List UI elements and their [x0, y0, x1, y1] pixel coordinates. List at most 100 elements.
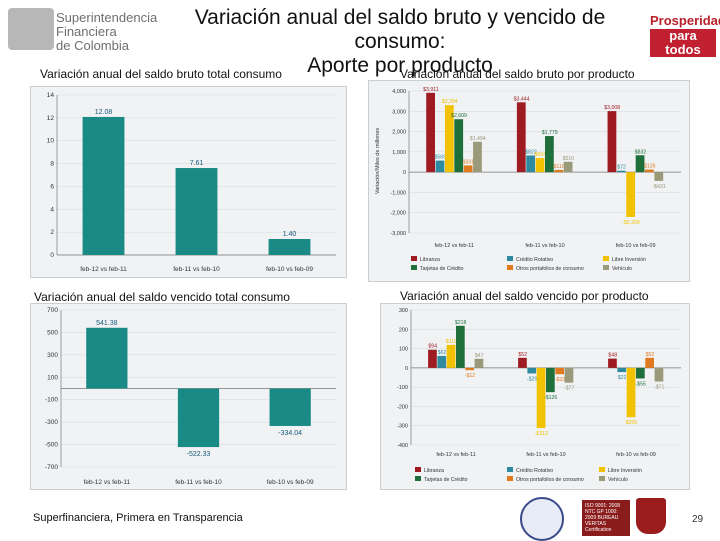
y-tick-label: -100 [397, 385, 408, 391]
legend-swatch [603, 265, 609, 270]
y-tick-label: -100 [45, 397, 58, 404]
data-label: $256 [626, 420, 638, 426]
bar [473, 141, 482, 173]
y-tick-label: 300 [47, 352, 58, 359]
bar [546, 367, 555, 393]
chart-top-left: 0 2 4 6 8 10 12 14 12.08 feb-12 vs feb-11 7.61 feb-… [30, 86, 347, 278]
data-label: $72 [617, 165, 626, 171]
chart-bottom-left: -700 -500 -300 -100 100 300 500 700 541.38 feb-12… [30, 303, 347, 490]
bar [463, 165, 473, 173]
x-tick-label: feb-12 vs feb-11 [84, 479, 131, 486]
bar [437, 355, 447, 368]
bar [563, 161, 573, 173]
bar [635, 155, 645, 173]
data-label: -334.04 [278, 430, 302, 437]
y-tick-label: 100 [399, 347, 408, 353]
data-label: $119 [446, 339, 457, 345]
data-label: 541.38 [96, 320, 118, 327]
data-label: $47 [475, 353, 484, 359]
data-label: $22 [618, 375, 627, 381]
y-axis-title: Variación/Miles de millones [375, 128, 381, 194]
bar [428, 349, 437, 368]
x-tick-label: feb-11 vs feb-10 [525, 243, 564, 249]
page-title: Variación anual del saldo bruto y vencid… [150, 6, 650, 78]
bar [435, 160, 445, 173]
y-tick-label: 200 [399, 327, 408, 333]
data-label: 12.08 [95, 109, 113, 116]
y-tick-label: 2,000 [392, 130, 406, 136]
bar [516, 102, 526, 173]
bottom-right-chart-title: Variación anual del saldo vencido por pr… [400, 289, 649, 303]
bar [616, 170, 626, 173]
data-label: -522.33 [187, 451, 211, 458]
bar [654, 367, 664, 382]
coat-of-arms-icon [636, 498, 666, 534]
legend-swatch [507, 265, 513, 270]
bar [426, 92, 435, 173]
page-title-line-2: consumo: [354, 30, 446, 53]
data-label: -$12 [465, 373, 475, 379]
legend-swatch [599, 476, 605, 481]
legend-label: Tarjetas de Crédito [424, 477, 468, 483]
bar [527, 367, 537, 374]
y-tick-label: 12 [47, 115, 55, 122]
bar [564, 367, 574, 383]
y-tick-label: 100 [47, 374, 58, 381]
bar [82, 116, 125, 255]
bar [444, 105, 454, 173]
x-tick-label: feb-10 vs feb-09 [616, 243, 656, 249]
x-tick-label: feb-10 vs feb-09 [267, 479, 314, 486]
bar [654, 172, 664, 181]
data-label: $569 [435, 155, 447, 161]
bar [645, 357, 654, 368]
data-label: $832 [635, 149, 647, 155]
government-seal-icon [520, 497, 564, 541]
data-label: $52 [646, 352, 655, 358]
x-tick-label: feb-12 vs feb-11 [436, 452, 475, 458]
data-label: -$33 [555, 377, 565, 383]
y-tick-label: 8 [50, 161, 54, 168]
y-tick-label: -300 [397, 424, 408, 430]
bar [177, 388, 220, 448]
data-label: -$55 [635, 381, 645, 387]
prosperidad-brand-logo: Prosperidad para todos [650, 14, 720, 57]
legend-swatch [415, 467, 421, 472]
data-label: $2,609 [451, 113, 467, 119]
legend-label: Libranza [420, 257, 440, 263]
logo-text-line-3: de Colombia [56, 38, 129, 53]
data-label: $218 [455, 320, 467, 326]
y-tick-label: 4 [50, 206, 54, 213]
bar [645, 169, 654, 173]
y-tick-label: 3,000 [392, 109, 406, 115]
legend-swatch [507, 256, 513, 261]
x-tick-label: feb-12 vs feb-11 [435, 243, 474, 249]
page-number: 29 [692, 514, 704, 525]
y-tick-label: 10 [47, 138, 55, 145]
bar [175, 168, 218, 255]
data-label: -$71 [654, 385, 664, 391]
data-label: $126 [644, 164, 656, 170]
page-title-line-1: Variación anual del saldo bruto y vencid… [194, 6, 606, 29]
legend-label: Vehículo [608, 477, 628, 483]
data-label: $48 [608, 353, 617, 359]
legend-label: Vehículo [612, 266, 632, 272]
legend-label: Libranza [424, 468, 444, 474]
bar [607, 111, 617, 173]
y-tick-label: 2 [50, 229, 54, 236]
bar [456, 325, 465, 368]
bar [465, 367, 474, 371]
legend-label: Crédito Rotativo [516, 468, 553, 474]
bar [617, 367, 627, 373]
data-label: $1,779 [542, 130, 558, 136]
legend-swatch [599, 467, 605, 472]
bar [526, 155, 536, 173]
y-tick-label: -500 [45, 442, 58, 449]
footer-text: Superfinanciera, Primera en Transparenci… [33, 512, 243, 524]
bar [536, 367, 546, 429]
bar [626, 367, 636, 418]
y-tick-label: -300 [45, 419, 58, 426]
y-tick-label: 0 [403, 170, 406, 176]
bar [474, 358, 484, 368]
legend-swatch [411, 256, 417, 261]
x-tick-label: feb-11 vs feb-10 [175, 479, 222, 486]
